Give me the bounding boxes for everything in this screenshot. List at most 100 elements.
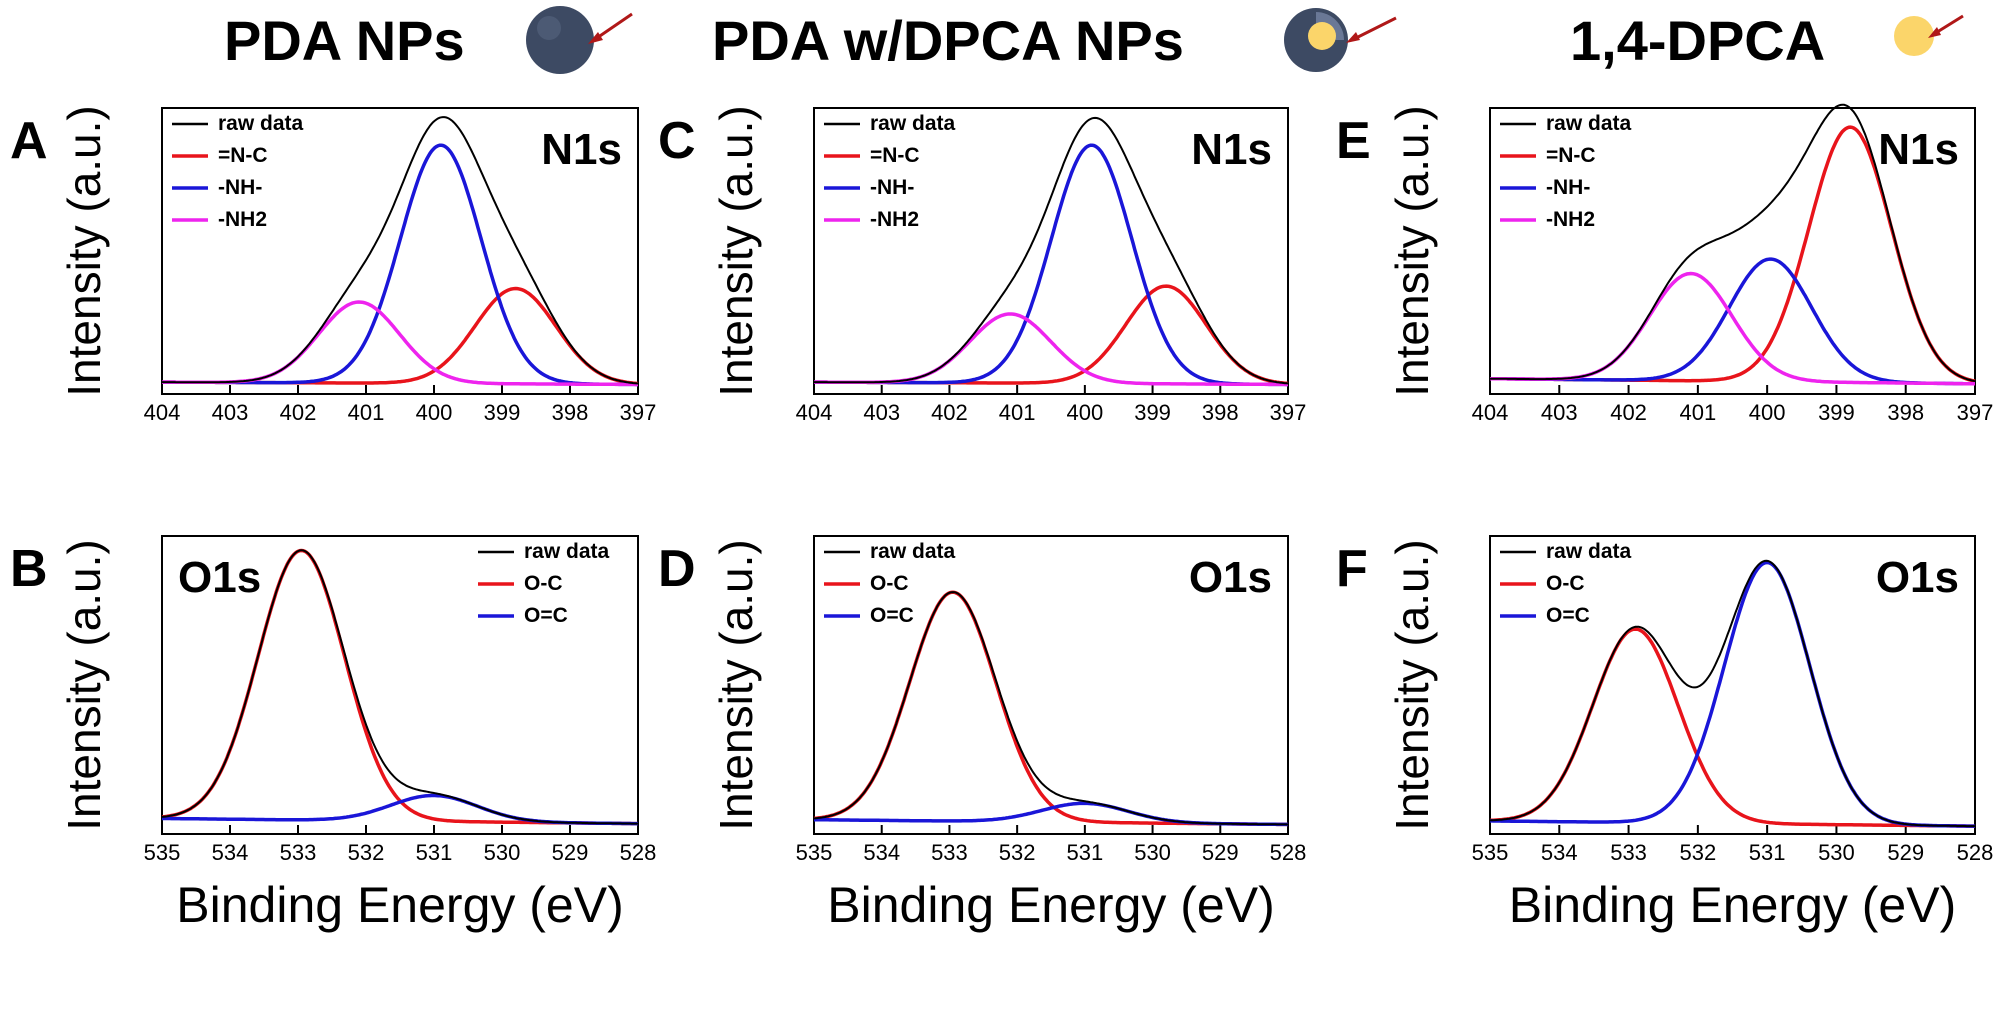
legend-item-nh: -NH- [1500, 176, 1590, 199]
x-tick-label-529: 529 [1887, 840, 1924, 865]
arrow-icon [588, 12, 633, 44]
x-tick-label-402: 402 [1610, 400, 1647, 425]
plot-frame [813, 107, 1289, 395]
series-line-raw-data [162, 116, 639, 385]
core-shell-sphere-icon [1284, 8, 1348, 72]
plot-frame [1489, 107, 1976, 395]
series-line-n-c [814, 284, 1289, 386]
y-axis-label: Intensity (a.u.) [1386, 105, 1438, 396]
series-line-o-c [813, 590, 1289, 827]
x-tick-label-533: 533 [280, 840, 317, 865]
plot-frame [813, 535, 1289, 835]
x-tick-label-399: 399 [1818, 400, 1855, 425]
legend-label: -NH- [870, 176, 914, 199]
legend-item-nh2: -NH2 [172, 208, 267, 231]
header-pda-dpca-nps: PDA w/DPCA NPs [712, 8, 1397, 72]
legend-item-raw-data: raw data [478, 540, 610, 563]
x-tick-label-532: 532 [348, 840, 385, 865]
x-tick-label-403: 403 [863, 400, 900, 425]
x-tick-label-535: 535 [796, 840, 833, 865]
header-label-pda-dpca-nps: PDA w/DPCA NPs [712, 9, 1184, 72]
legend: raw data O-C O=C [478, 540, 610, 627]
x-tick-label-528: 528 [620, 840, 657, 865]
y-axis-label: Intensity (a.u.) [710, 105, 762, 396]
legend-label: raw data [1546, 112, 1632, 135]
x-tick-label-401: 401 [999, 400, 1036, 425]
header-label-dpca: 1,4-DPCA [1570, 9, 1825, 72]
header-dpca: 1,4-DPCA [1570, 9, 1964, 72]
series-line-raw-data [1490, 103, 1976, 383]
series-line-nh2 [814, 312, 1288, 387]
panel-letter: D [658, 540, 696, 598]
legend-item-o-c: O=C [478, 604, 568, 627]
x-tick-label-397: 397 [1957, 400, 1994, 425]
x-tick-label-400: 400 [1749, 400, 1786, 425]
x-tick-label-397: 397 [1270, 400, 1307, 425]
legend-label: raw data [870, 112, 956, 135]
x-tick-label-530: 530 [484, 840, 521, 865]
panel-letter: F [1336, 540, 1368, 598]
panel-title: O1s [178, 553, 261, 602]
legend-label: raw data [1546, 540, 1632, 563]
x-tick-label-532: 532 [1679, 840, 1716, 865]
x-tick-label-400: 400 [416, 400, 453, 425]
legend: raw data =N-C -NH- -NH2 [172, 112, 304, 231]
x-tick-label-403: 403 [212, 400, 249, 425]
panel-letter: B [10, 540, 48, 598]
legend-item-raw-data: raw data [824, 540, 956, 563]
x-tick-label-404: 404 [1472, 400, 1509, 425]
y-axis-label: Intensity (a.u.) [1386, 539, 1438, 830]
x-tick-label-402: 402 [931, 400, 968, 425]
x-tick-label-531: 531 [1066, 840, 1103, 865]
panel-title: N1s [541, 125, 622, 174]
panel-c: C Intensity (a.u.) 404 403 402 401 400 399 398 39… [658, 105, 1306, 425]
x-tick-label-535: 535 [1472, 840, 1509, 865]
legend-label: O-C [524, 572, 563, 595]
x-tick-label-532: 532 [999, 840, 1036, 865]
x-tick-label-398: 398 [1887, 400, 1924, 425]
x-tick-label-402: 402 [280, 400, 317, 425]
legend-label: -NH- [218, 176, 262, 199]
panel-title: N1s [1191, 125, 1272, 174]
series-line-nh [1490, 257, 1975, 386]
x-axis-label: Binding Energy (eV) [1509, 877, 1956, 933]
x-tick-label-534: 534 [1541, 840, 1578, 865]
x-tick-label-399: 399 [484, 400, 521, 425]
x-axis-label: Binding Energy (eV) [827, 877, 1274, 933]
x-tick-label-400: 400 [1066, 400, 1103, 425]
x-tick-label-404: 404 [144, 400, 181, 425]
legend-label: =N-C [218, 144, 268, 167]
header-row: PDA NPs PDA w/DPCA NPs [224, 6, 1964, 74]
legend-label: -NH2 [1546, 208, 1595, 231]
legend-item-raw-data: raw data [824, 112, 956, 135]
arrow-icon [1346, 16, 1397, 43]
plot-frame [1489, 535, 1976, 835]
x-tick-label-534: 534 [212, 840, 249, 865]
legend-label: raw data [524, 540, 610, 563]
legend-item-n-c: =N-C [824, 144, 920, 167]
y-axis-label: Intensity (a.u.) [710, 539, 762, 830]
legend-label: =N-C [1546, 144, 1596, 167]
legend: raw data =N-C -NH- -NH2 [1500, 112, 1632, 231]
x-tick-label-529: 529 [552, 840, 589, 865]
legend-item-raw-data: raw data [1500, 112, 1632, 135]
panel-f: F Intensity (a.u.) 535 534 533 532 531 530 529 52… [1336, 535, 1994, 933]
x-tick-label-404: 404 [796, 400, 833, 425]
x-tick-label-531: 531 [1749, 840, 1786, 865]
panel-letter: E [1336, 112, 1371, 170]
legend-label: =N-C [870, 144, 920, 167]
legend-item-nh: -NH- [172, 176, 262, 199]
legend-label: O-C [1546, 572, 1585, 595]
legend-item-nh2: -NH2 [824, 208, 919, 231]
legend-item-o-c: O-C [478, 572, 563, 595]
x-tick-label-531: 531 [416, 840, 453, 865]
legend: raw data O-C O=C [824, 540, 956, 627]
panels: A Intensity (a.u.)404 403 402 401 400 399 398 39… [10, 103, 1994, 933]
legend: raw data =N-C -NH- -NH2 [824, 112, 956, 231]
panel-title: O1s [1876, 553, 1959, 602]
x-tick-label-528: 528 [1957, 840, 1994, 865]
x-tick-label-398: 398 [552, 400, 589, 425]
header-label-pda-nps: PDA NPs [224, 9, 465, 72]
x-tick-label-403: 403 [1541, 400, 1578, 425]
